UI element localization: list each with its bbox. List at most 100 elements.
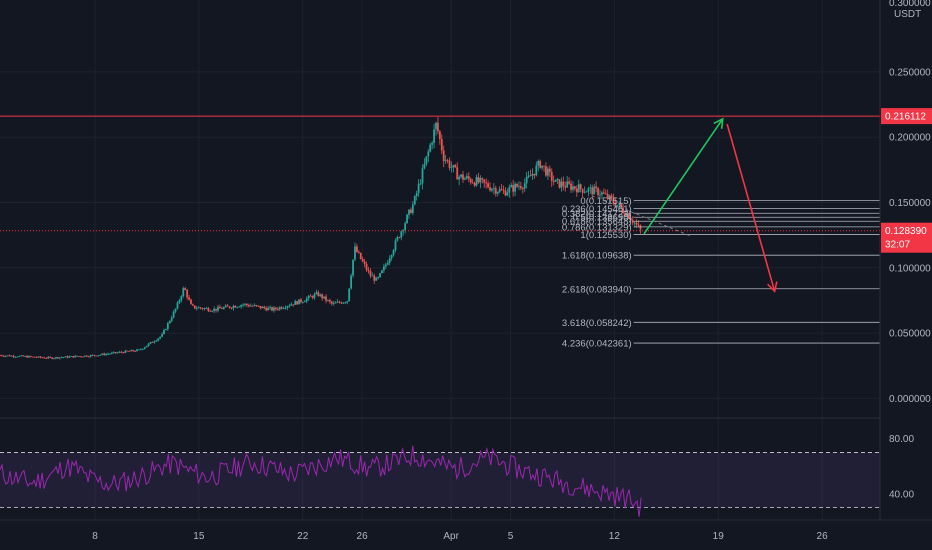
candle-body-295 [568, 181, 571, 184]
candle-body-225 [433, 129, 435, 143]
candle-body-201 [386, 262, 389, 265]
candle-body-286 [550, 171, 553, 182]
candle-body-137 [263, 306, 266, 309]
candle-body-304 [585, 191, 588, 193]
candle-body-19 [35, 357, 38, 358]
bar-countdown-label: 32:07 [885, 240, 910, 251]
candle-body-255 [491, 188, 493, 191]
rsi-band-fill [0, 452, 880, 508]
candle-body-325 [626, 213, 628, 216]
candle-body-4 [6, 355, 9, 357]
candle-body-18 [33, 356, 36, 358]
candle-body-134 [257, 305, 260, 307]
candle-body-236 [454, 165, 457, 168]
projection-arrow-1[interactable] [726, 123, 776, 292]
candle-body-39 [74, 355, 77, 358]
candle-body-5 [8, 355, 11, 357]
candle-body-99 [190, 299, 192, 305]
candle-body-49 [93, 355, 96, 356]
candle-body-197 [379, 273, 381, 278]
candle-body-161 [309, 295, 312, 297]
candle-body-37 [70, 356, 73, 357]
projection-arrow-0[interactable] [643, 118, 724, 235]
candle-body-79 [151, 341, 154, 343]
candle-body-218 [419, 183, 422, 185]
candle-body-102 [195, 308, 198, 310]
candle-body-169 [325, 296, 327, 301]
fib-label-5: 0.786(0.131329) [562, 222, 632, 233]
fib-label-10: 4.236(0.042361) [562, 339, 632, 350]
candle-body-264 [508, 187, 511, 193]
candle-body-273 [525, 176, 528, 184]
candle-body-257 [494, 188, 497, 194]
candle-body-50 [95, 355, 98, 357]
candle-body-284 [546, 168, 549, 176]
candle-body-216 [415, 192, 418, 197]
candle-body-165 [317, 292, 320, 296]
candle-body-223 [429, 144, 432, 152]
candle-body-78 [149, 341, 152, 344]
candle-body-72 [138, 349, 140, 351]
top-price-label: 0.300000 [889, 0, 931, 9]
candle-body-185 [355, 246, 358, 253]
candle-body-0 [0, 355, 1, 357]
candle-body-198 [381, 270, 383, 274]
price-axis[interactable]: 0.300000 USDT 0.2500000.2000000.1500000.… [0, 0, 932, 521]
candle-body-123 [236, 306, 239, 308]
candle-body-303 [583, 191, 586, 193]
projection-arrows[interactable] [643, 117, 778, 293]
candle-body-321 [618, 203, 621, 206]
candle-body-266 [512, 185, 515, 192]
candle-body-183 [352, 259, 354, 276]
candle-body-45 [85, 355, 88, 357]
candle-body-107 [205, 308, 208, 309]
fib-extension-tool[interactable]: 0(0.151515)0.236(0.145461)0.382(0.141723… [562, 195, 880, 350]
candle-body-227 [437, 122, 439, 132]
candle-body-63 [120, 351, 123, 353]
candle-body-54 [103, 353, 106, 355]
candle-body-215 [413, 196, 416, 205]
candle-body-153 [294, 301, 297, 305]
candle-body-242 [465, 176, 468, 179]
candle-body-262 [504, 190, 507, 196]
candle-body-155 [298, 299, 300, 305]
candle-body-222 [427, 151, 430, 157]
horizontal-lines[interactable] [0, 115, 880, 232]
current-price-badge [881, 222, 932, 253]
y-tick-label-2: 0.150000 [889, 198, 931, 209]
fib-label-7: 1.618(0.109638) [562, 251, 632, 262]
candle-body-219 [421, 168, 424, 184]
fib-label-2: 0.382(0.141723) [562, 209, 632, 220]
candle-body-21 [39, 356, 42, 358]
candle-body-55 [105, 353, 108, 355]
candle-body-299 [575, 188, 578, 193]
candle-body-217 [417, 183, 420, 193]
candle-body-111 [213, 308, 216, 312]
candle-body-75 [143, 347, 146, 349]
candle-body-278 [535, 165, 538, 176]
candle-body-150 [288, 305, 291, 307]
candle-body-287 [552, 181, 555, 182]
candle-body-65 [124, 350, 127, 353]
candle-body-112 [215, 308, 217, 311]
candle-body-224 [431, 142, 434, 145]
candle-body-41 [78, 356, 80, 358]
candle-body-306 [589, 187, 592, 189]
candle-body-89 [170, 317, 173, 321]
time-axis[interactable]: 8 15 22 26 Apr 5 12 19 26 [92, 531, 828, 542]
candle-body-2 [2, 355, 5, 357]
rsi-tick-label-0: 80.00 [889, 434, 914, 445]
candle-body-178 [342, 302, 345, 304]
candle-body-20 [37, 356, 40, 358]
candle-body-24 [45, 358, 48, 359]
candle-body-29 [55, 357, 57, 359]
candle-body-132 [253, 305, 256, 307]
candle-body-247 [475, 177, 478, 186]
candle-body-60 [114, 352, 117, 353]
candle-body-184 [354, 246, 356, 260]
candle-body-209 [402, 230, 405, 232]
candle-body-252 [485, 182, 488, 184]
candle-body-199 [383, 266, 385, 271]
